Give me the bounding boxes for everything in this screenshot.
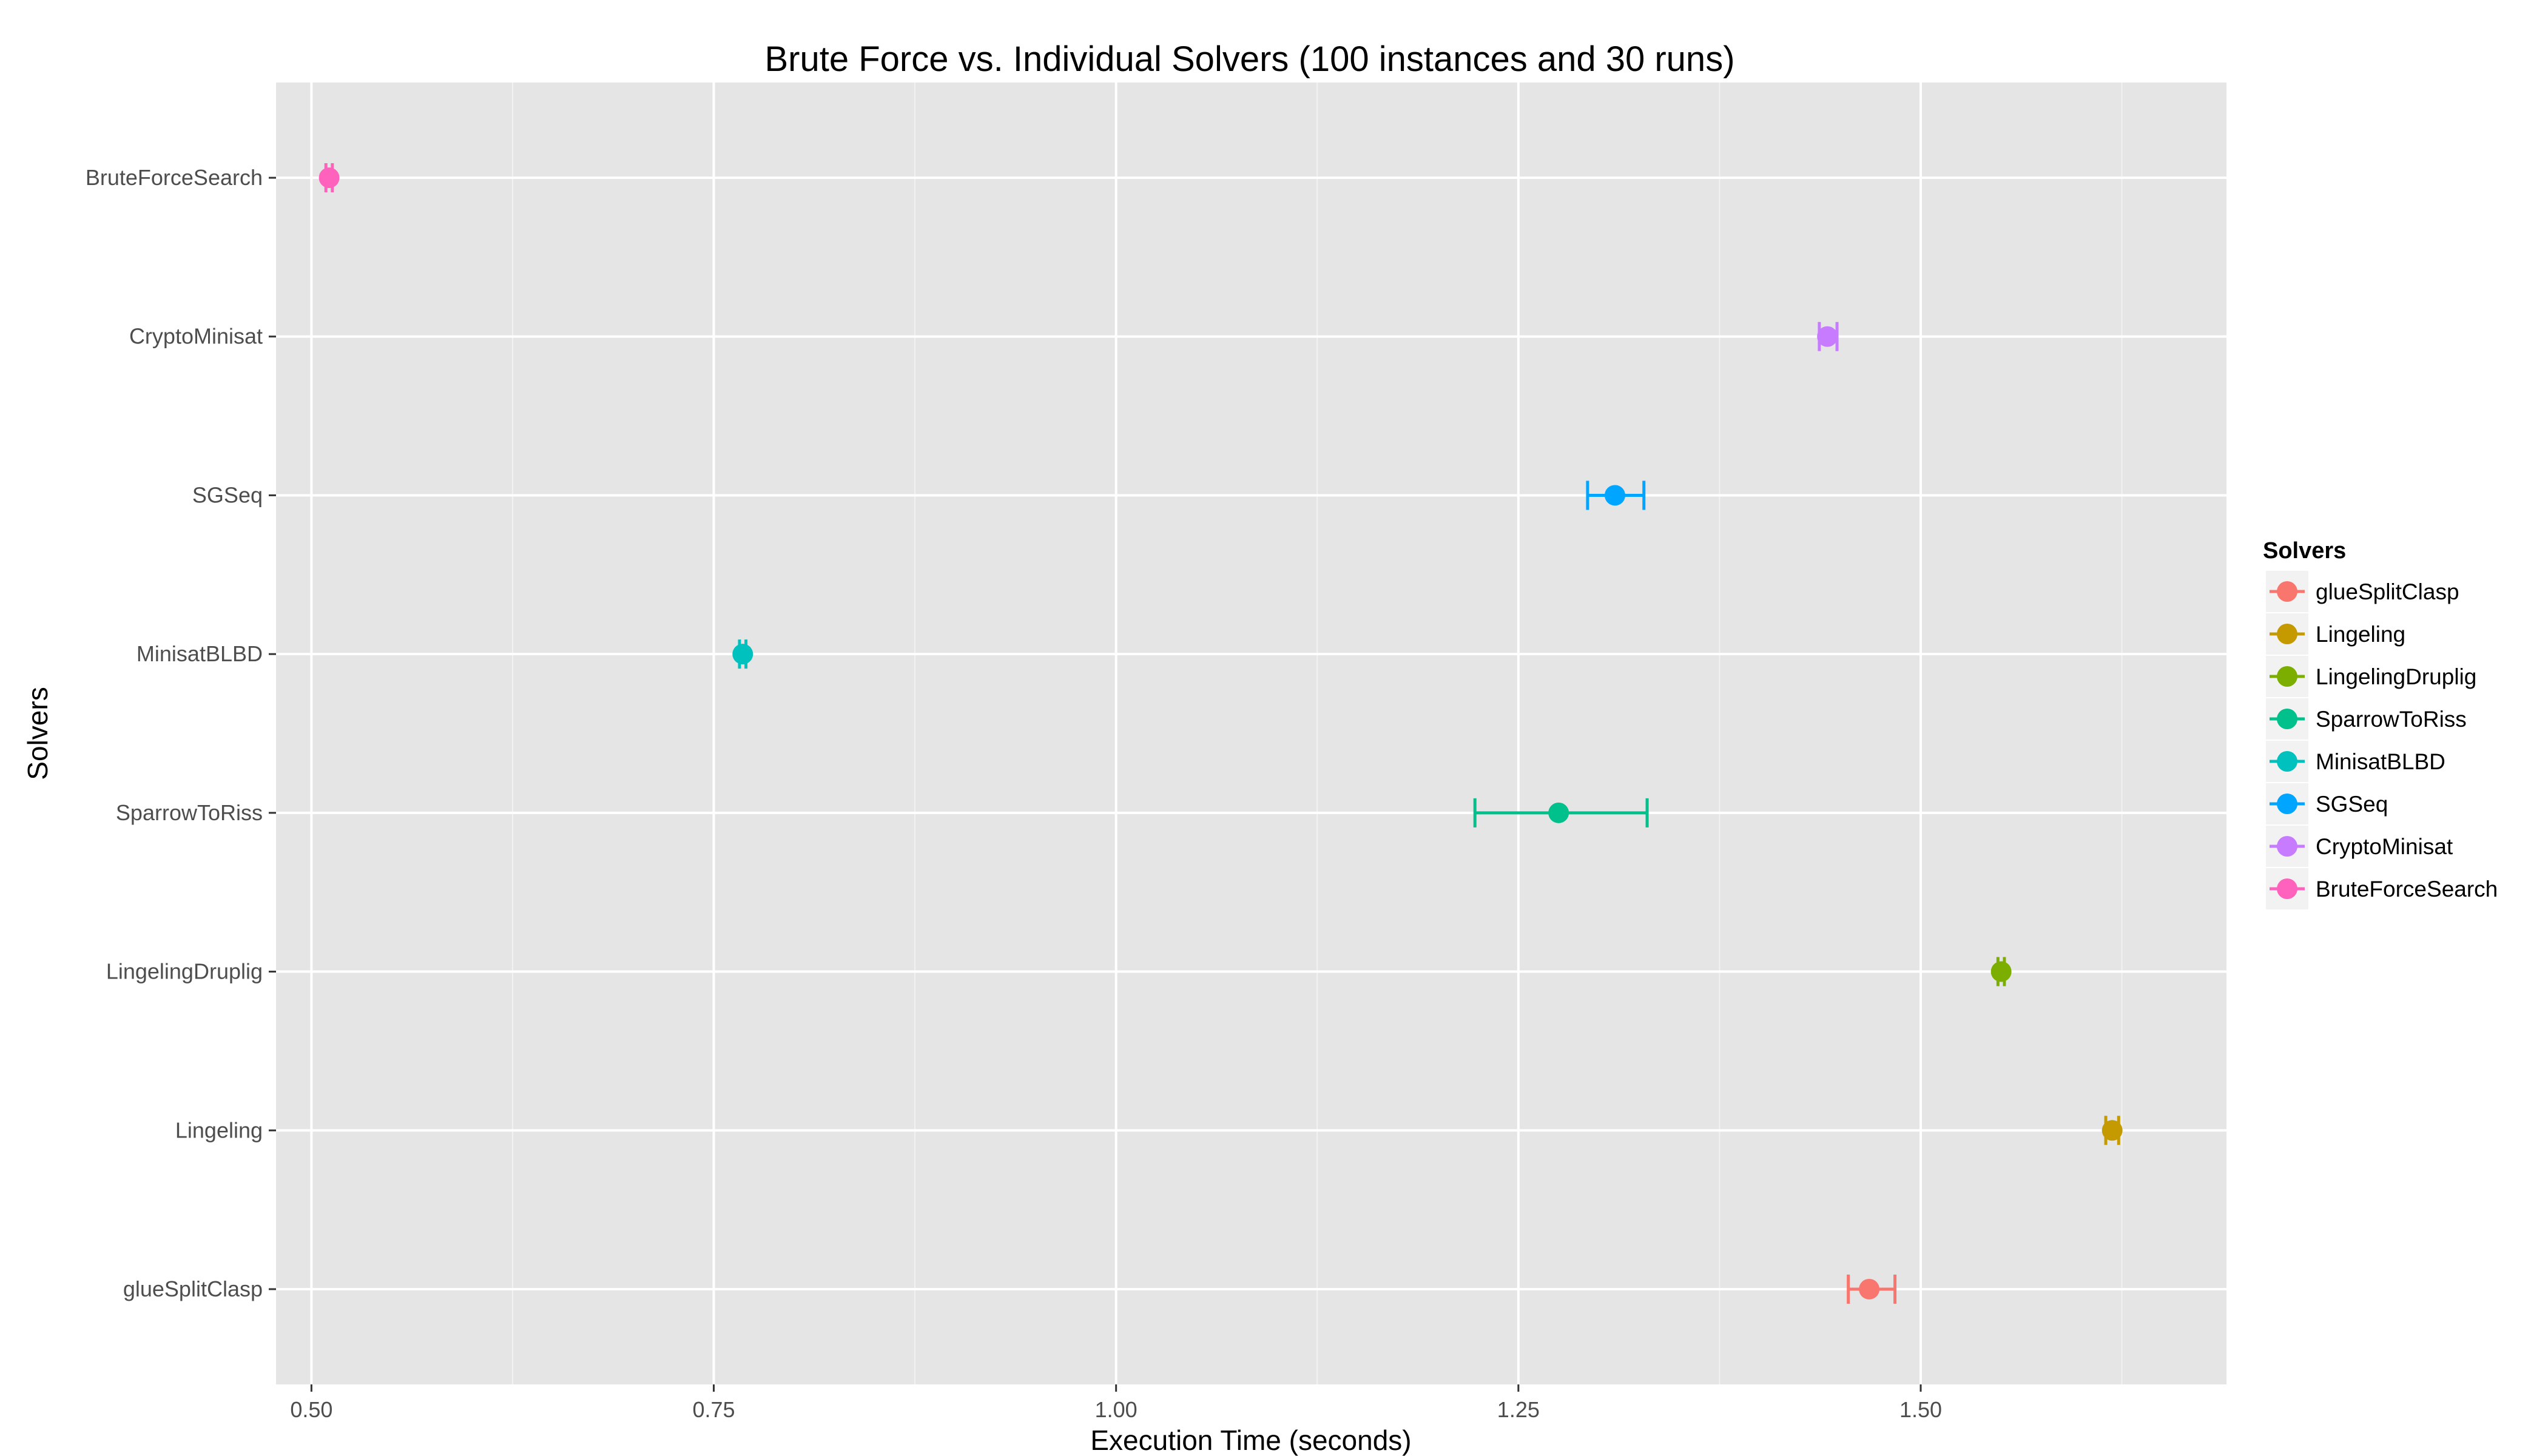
legend-key-point [2277,709,2297,729]
legend-key-point [2277,581,2297,602]
legend-label: BruteForceSearch [2316,877,2498,902]
y-tick-label: SGSeq [192,482,263,507]
legend-label: LingelingDruplig [2316,664,2476,689]
chart-title: Brute Force vs. Individual Solvers (100 … [764,39,1734,79]
legend-title: Solvers [2263,538,2346,564]
grid-layer [276,83,2226,1384]
x-tick-label: 1.00 [1095,1397,1138,1422]
legend-label: Lingeling [2316,622,2405,647]
x-axis-title: Execution Time (seconds) [1090,1424,1411,1456]
legend-key-point [2277,878,2297,899]
y-axis: BruteForceSearch CryptoMinisat SGSeq Minisa… [86,165,276,1301]
data-point [732,644,753,665]
data-point [1817,326,1838,347]
y-tick-label: glueSplitClasp [123,1276,263,1301]
y-tick-label: BruteForceSearch [86,165,263,190]
legend-label: SparrowToRiss [2316,707,2467,732]
data-point [318,167,340,189]
x-tick-label: 1.25 [1497,1397,1540,1422]
legend-label: MinisatBLBD [2316,749,2445,774]
legend-label: SGSeq [2316,792,2388,817]
legend-key-point [2277,836,2297,857]
y-tick-label: Lingeling [175,1117,263,1142]
data-point [1990,961,2012,982]
y-tick-label: MinisatBLBD [136,641,263,666]
x-tick-label: 0.75 [692,1397,735,1422]
data-point [1859,1278,1880,1299]
data-point [2101,1120,2123,1141]
y-axis-title: Solvers [22,687,53,780]
legend-label: glueSplitClasp [2316,579,2459,604]
x-tick-label: 0.50 [290,1397,332,1422]
legend-key-point [2277,666,2297,687]
data-marks [318,163,2123,1304]
y-tick-label: CryptoMinisat [129,324,263,349]
data-point [1604,485,1625,506]
legend-label: CryptoMinisat [2316,834,2453,859]
y-tick-label: SparrowToRiss [116,800,263,825]
x-axis: 0.50 0.75 1.00 1.25 1.50 [290,1384,1942,1422]
y-tick-label: LingelingDruplig [106,959,263,984]
plot-panel [276,83,2226,1384]
legend: Solvers glueSplitClasp Lingeling Lingeling… [2263,538,2498,909]
legend-key-point [2277,751,2297,772]
data-point [1548,802,1569,823]
legend-key-point [2277,794,2297,814]
legend-key-point [2277,624,2297,644]
x-tick-label: 1.50 [1899,1397,1942,1422]
